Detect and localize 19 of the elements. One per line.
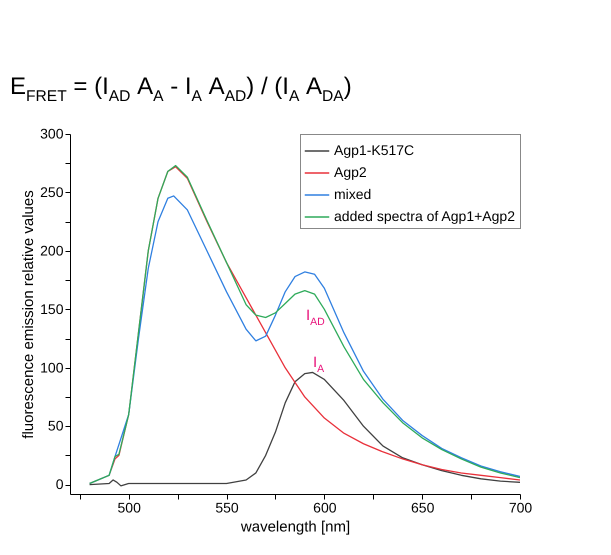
x-tick-label: 500 xyxy=(118,500,142,516)
legend-label: added spectra of Agp1+Agp2 xyxy=(334,208,516,224)
legend-label: mixed xyxy=(334,186,372,202)
x-tick-label: 600 xyxy=(313,500,337,516)
x-tick-label: 700 xyxy=(508,500,532,516)
y-tick-label: 150 xyxy=(40,300,64,317)
y-tick-label: 200 xyxy=(40,242,64,258)
x-tick-label: 550 xyxy=(215,500,239,516)
legend-label: Agp2 xyxy=(334,164,367,180)
y-tick-label: 250 xyxy=(40,184,64,200)
x-axis-title: wavelength [nm] xyxy=(240,518,350,536)
y-tick-label: 300 xyxy=(40,126,64,142)
y-axis-title: fluorescence emission relative values xyxy=(20,190,38,439)
legend-label: Agp1-K517C xyxy=(334,142,414,158)
line-series xyxy=(88,372,520,486)
x-tick-label: 650 xyxy=(410,500,435,516)
y-tick-label: 50 xyxy=(48,418,64,434)
y-tick-label: 100 xyxy=(40,359,64,376)
y-tick-label: 0 xyxy=(56,476,64,492)
